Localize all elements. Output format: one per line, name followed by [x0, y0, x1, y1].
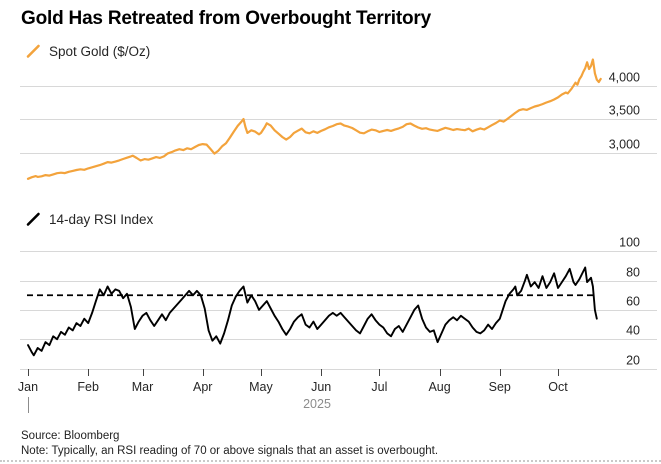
month-label-Jun: Jun [311, 380, 331, 394]
month-label-Oct: Oct [548, 380, 568, 394]
rsi-ytick-label: 20 [626, 354, 640, 368]
legend-rsi: 14-day RSI Index [26, 212, 153, 227]
month-label-May: May [249, 380, 273, 394]
rsi-ytick-label: 100 [619, 236, 640, 250]
rsi-series-line [27, 266, 598, 357]
chart-title: Gold Has Retreated from Overbought Terri… [21, 8, 431, 29]
rsi-ytick-label: 40 [626, 324, 640, 338]
legend-spot-gold: Spot Gold ($/Oz) [26, 44, 150, 59]
chart-footer: Source: Bloomberg Note: Typically, an RS… [21, 429, 438, 458]
legend-rsi-label: 14-day RSI Index [49, 212, 154, 227]
rsi-ytick-label: 80 [626, 266, 640, 280]
spot-gold-ytick-label: 3,500 [609, 104, 640, 118]
month-label-Feb: Feb [77, 380, 99, 394]
month-label-Jan: Jan [18, 380, 38, 394]
month-label-Apr: Apr [193, 380, 212, 394]
rsi-legend-slash-icon [26, 212, 40, 226]
legend-spot-gold-label: Spot Gold ($/Oz) [49, 44, 151, 59]
month-label-Aug: Aug [428, 380, 450, 394]
note-text: Note: Typically, an RSI reading of 70 or… [21, 444, 439, 457]
spot-gold-legend-slash-icon [26, 44, 40, 58]
month-label-Jul: Jul [371, 380, 387, 394]
bottom-divider [0, 460, 661, 462]
month-label-Mar: Mar [132, 380, 154, 394]
spot-gold-ytick-label: 3,000 [609, 138, 640, 152]
spot-gold-series-line [26, 58, 602, 180]
source-text: Source: Bloomberg [21, 430, 120, 442]
spot-gold-ytick-label: 4,000 [609, 71, 640, 85]
rsi-ytick-label: 60 [626, 295, 640, 309]
year-label: 2025 [303, 397, 331, 411]
month-label-Sep: Sep [489, 380, 511, 394]
